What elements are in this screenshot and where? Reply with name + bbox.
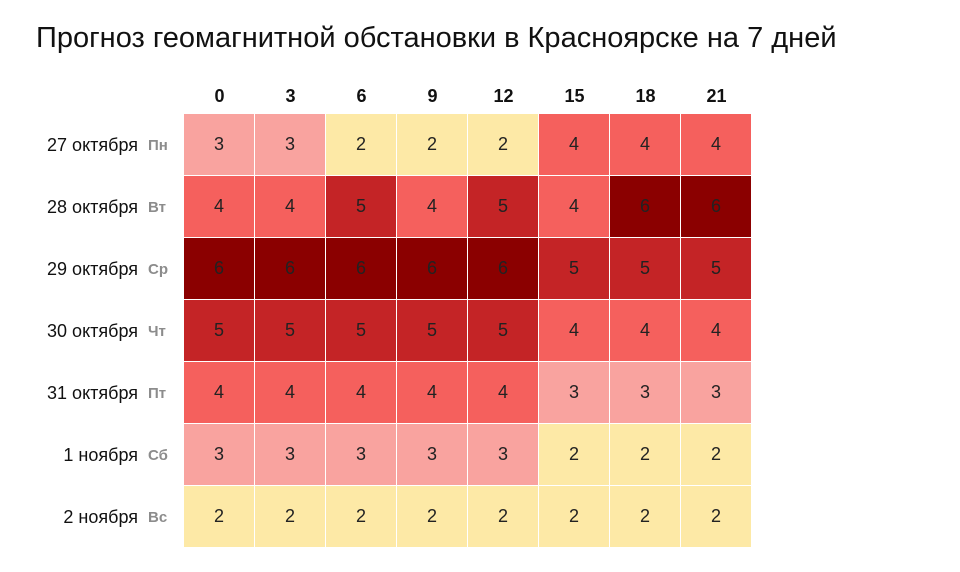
heatmap-cell: 3 <box>468 424 538 485</box>
heatmap-cell: 4 <box>255 362 325 423</box>
heatmap-cell: 3 <box>184 424 254 485</box>
heatmap-cell: 2 <box>539 486 609 547</box>
heatmap-cell: 4 <box>681 300 751 361</box>
heatmap-cell: 2 <box>468 114 538 175</box>
column-header-9: 9 <box>427 86 438 106</box>
heatmap-cell: 3 <box>397 424 467 485</box>
heatmap-cell: 6 <box>610 176 680 237</box>
row-date: 1 ноября <box>63 444 138 465</box>
row-date: 31 октября <box>47 382 138 403</box>
column-header-21: 21 <box>706 86 727 106</box>
heatmap-cell: 5 <box>468 176 538 237</box>
heatmap-cell: 4 <box>539 176 609 237</box>
heatmap-cell: 2 <box>184 486 254 547</box>
heatmap-cell: 2 <box>326 486 396 547</box>
heatmap-cell: 4 <box>184 362 254 423</box>
heatmap-cell: 5 <box>610 238 680 299</box>
heatmap-cell: 5 <box>326 300 396 361</box>
heatmap-cell: 2 <box>255 486 325 547</box>
column-header-6: 6 <box>356 86 367 106</box>
heatmap-cell: 6 <box>397 238 467 299</box>
heatmap-cell: 3 <box>610 362 680 423</box>
column-header-12: 12 <box>493 86 514 106</box>
column-header-18: 18 <box>635 86 656 106</box>
heatmap-cell: 6 <box>326 238 396 299</box>
heatmap-cell: 5 <box>397 300 467 361</box>
heatmap-cell: 3 <box>255 424 325 485</box>
row-label: 1 ноября Сб <box>63 424 174 486</box>
row-weekday: Пн <box>148 136 168 154</box>
row-date: 2 ноября <box>63 506 138 527</box>
heatmap-cell: 4 <box>610 300 680 361</box>
row-label: 28 октября Вт <box>47 176 174 238</box>
row-weekday: Вс <box>148 508 168 526</box>
heatmap-cell: 3 <box>681 362 751 423</box>
heatmap-cell: 4 <box>539 300 609 361</box>
row-weekday: Пт <box>148 384 167 402</box>
column-header-0: 0 <box>214 86 225 106</box>
heatmap-cell: 4 <box>255 176 325 237</box>
heatmap-cell: 3 <box>255 114 325 175</box>
heatmap-cell: 5 <box>184 300 254 361</box>
heatmap-cell: 4 <box>326 362 396 423</box>
heatmap-cell: 4 <box>610 114 680 175</box>
column-header-15: 15 <box>564 86 585 106</box>
row-date: 30 октября <box>47 320 138 341</box>
heatmap-cell: 2 <box>681 424 751 485</box>
row-weekday: Чт <box>148 322 166 340</box>
row-date: 27 октября <box>47 134 138 155</box>
heatmap-cell: 5 <box>255 300 325 361</box>
row-weekday: Ср <box>148 260 168 278</box>
heatmap-cell: 2 <box>539 424 609 485</box>
row-weekday: Вт <box>148 198 166 216</box>
heatmap-cell: 4 <box>539 114 609 175</box>
page-title: Прогноз геомагнитной обстановки в Красно… <box>36 22 837 54</box>
row-label: 27 октября Пн <box>47 114 174 176</box>
heatmap-cell: 2 <box>397 486 467 547</box>
heatmap-cell: 2 <box>326 114 396 175</box>
row-weekday: Сб <box>148 446 168 464</box>
heatmap-cell: 2 <box>610 486 680 547</box>
heatmap-cell: 4 <box>681 114 751 175</box>
heatmap-cell: 6 <box>184 238 254 299</box>
heatmap-cell: 4 <box>397 176 467 237</box>
row-label: 2 ноября Вс <box>63 486 174 548</box>
row-label: 30 октября Чт <box>47 300 174 362</box>
column-header-3: 3 <box>285 86 296 106</box>
heatmap-cell: 5 <box>681 238 751 299</box>
heatmap-cell: 2 <box>397 114 467 175</box>
row-date: 29 октября <box>47 258 138 279</box>
heatmap-cell: 5 <box>539 238 609 299</box>
heatmap-cell: 3 <box>184 114 254 175</box>
heatmap-cell: 3 <box>539 362 609 423</box>
heatmap-cell: 4 <box>468 362 538 423</box>
heatmap-cell: 3 <box>326 424 396 485</box>
heatmap-cell: 6 <box>255 238 325 299</box>
heatmap-cell: 6 <box>681 176 751 237</box>
heatmap-cell: 4 <box>397 362 467 423</box>
row-label: 31 октября Пт <box>47 362 174 424</box>
heatmap-cell: 2 <box>468 486 538 547</box>
heatmap-cell: 4 <box>184 176 254 237</box>
heatmap-cell: 5 <box>326 176 396 237</box>
heatmap-cell: 6 <box>468 238 538 299</box>
heatmap-cell: 2 <box>681 486 751 547</box>
row-date: 28 октября <box>47 196 138 217</box>
heatmap-cell: 2 <box>610 424 680 485</box>
row-label: 29 октября Ср <box>47 238 174 300</box>
heatmap-cell: 5 <box>468 300 538 361</box>
